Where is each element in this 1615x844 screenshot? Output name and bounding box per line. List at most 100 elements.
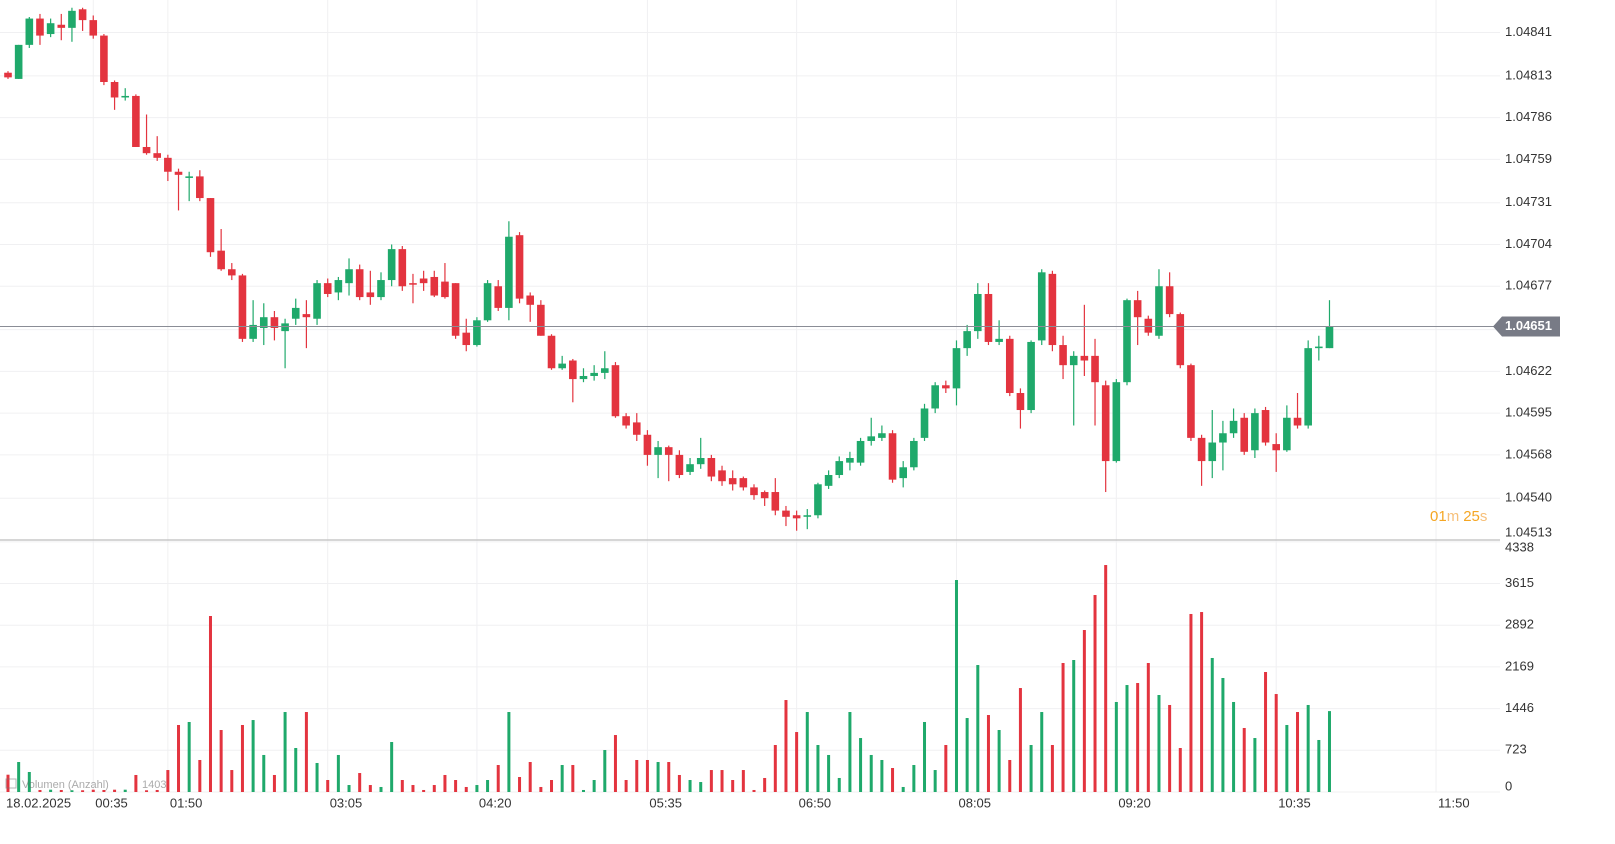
price-tick-label: 1.04704	[1505, 236, 1552, 251]
volume-bar	[400, 780, 404, 792]
candle-body	[1251, 413, 1259, 451]
x-tick-label: 06:50	[799, 795, 832, 810]
candle-body	[1144, 318, 1153, 333]
x-tick-label: 09:20	[1118, 795, 1151, 810]
candle-body	[728, 478, 737, 485]
volume-bar	[635, 759, 639, 792]
candle-body	[632, 422, 641, 435]
volume-bar	[304, 712, 308, 792]
candle-body	[1229, 420, 1238, 434]
volume-tick-label: 2892	[1505, 617, 1534, 632]
volume-legend: Volumen (Anzahl) 1403	[5, 778, 166, 791]
volume-bar	[1136, 683, 1140, 792]
candle-body	[430, 276, 439, 296]
candle-body	[377, 280, 385, 298]
candle-body	[856, 440, 865, 463]
volume-bar	[997, 730, 1001, 792]
candle-body	[419, 278, 428, 284]
volume-bar	[1200, 612, 1204, 792]
candle-body	[1101, 385, 1110, 462]
candle-body	[792, 515, 801, 519]
marks	[0, 7, 1540, 792]
volume-bar	[219, 730, 223, 792]
candle-body	[100, 35, 108, 83]
volume-bar	[208, 616, 212, 792]
x-tick-label: 11:50	[1438, 795, 1470, 810]
volume-bar	[550, 780, 554, 792]
last-price-tag	[1493, 316, 1560, 337]
volume-bar	[816, 745, 820, 792]
volume-legend-value: 1403	[142, 779, 166, 791]
volume-bar	[102, 789, 106, 792]
candle-body	[654, 447, 662, 455]
volume-bar	[518, 777, 522, 792]
candle-body	[1240, 417, 1249, 452]
volume-bar	[603, 750, 607, 792]
price-tick-label: 1.04786	[1505, 109, 1552, 124]
volume-bar	[38, 789, 42, 792]
volume-bar	[1221, 677, 1225, 792]
axes: 1.04513 1.04540 1.04568 1.04595 1.04622 1.046…	[6, 24, 1560, 810]
candle-body	[153, 153, 161, 158]
volume-bar	[891, 768, 895, 792]
candle-body	[441, 281, 449, 298]
volume-bar	[795, 732, 799, 792]
candle-body	[89, 20, 98, 36]
volume-bar	[49, 789, 53, 792]
volume-bar	[411, 785, 415, 792]
volume-bar	[17, 762, 21, 792]
volume-bar	[1274, 694, 1278, 792]
candle-body	[1027, 341, 1035, 411]
volume-bar	[869, 754, 873, 792]
volume-bar	[624, 780, 628, 792]
candle-body	[57, 24, 66, 28]
volume-bar	[560, 765, 564, 792]
candle-body	[4, 72, 12, 78]
candle-body	[1133, 300, 1142, 318]
volume-bar	[667, 762, 671, 792]
candle-body	[217, 250, 225, 270]
volume-bar	[1082, 630, 1086, 792]
volume-tick-label: 4338	[1505, 539, 1534, 554]
volume-bar	[230, 770, 234, 792]
volume-bar	[944, 745, 948, 792]
candle-body	[984, 293, 993, 342]
candle-body	[78, 9, 87, 21]
candle-body	[46, 23, 55, 35]
volume-bar	[1296, 712, 1300, 792]
candle-body	[1208, 442, 1217, 462]
countdown-minute-unit: m	[1447, 508, 1460, 525]
volume-bar	[1327, 711, 1331, 792]
candle-body	[1069, 355, 1078, 366]
candle-body	[196, 176, 204, 199]
candle-body	[547, 335, 556, 369]
volume-tick-label: 0	[1505, 778, 1512, 793]
volume-bar	[954, 580, 958, 792]
candle-body	[483, 283, 492, 321]
volume-bar	[1264, 671, 1268, 792]
volume-bar	[81, 790, 85, 792]
volume-bar	[283, 712, 287, 792]
candle-body	[142, 146, 151, 154]
volume-bar	[571, 765, 575, 792]
volume-bar	[262, 754, 266, 792]
candle-body	[1123, 300, 1131, 383]
candle-body	[398, 249, 407, 287]
volume-bar	[134, 774, 138, 792]
volume-bar	[1146, 663, 1150, 792]
volume-bar	[859, 738, 863, 792]
volume-bar	[539, 786, 543, 792]
volume-bar	[443, 774, 447, 792]
volume-bar	[731, 780, 735, 792]
candle-body	[910, 440, 918, 468]
x-tick-label: 00:35	[95, 795, 128, 810]
candle-body	[462, 332, 471, 346]
volume-bar	[827, 754, 831, 792]
volume-bar	[390, 742, 394, 792]
volume-legend-label: Volumen (Anzahl)	[22, 779, 109, 791]
x-tick-label: 01:50	[170, 795, 203, 810]
candle-body	[558, 363, 566, 369]
candle-body	[121, 95, 130, 98]
candle-body	[451, 283, 460, 336]
